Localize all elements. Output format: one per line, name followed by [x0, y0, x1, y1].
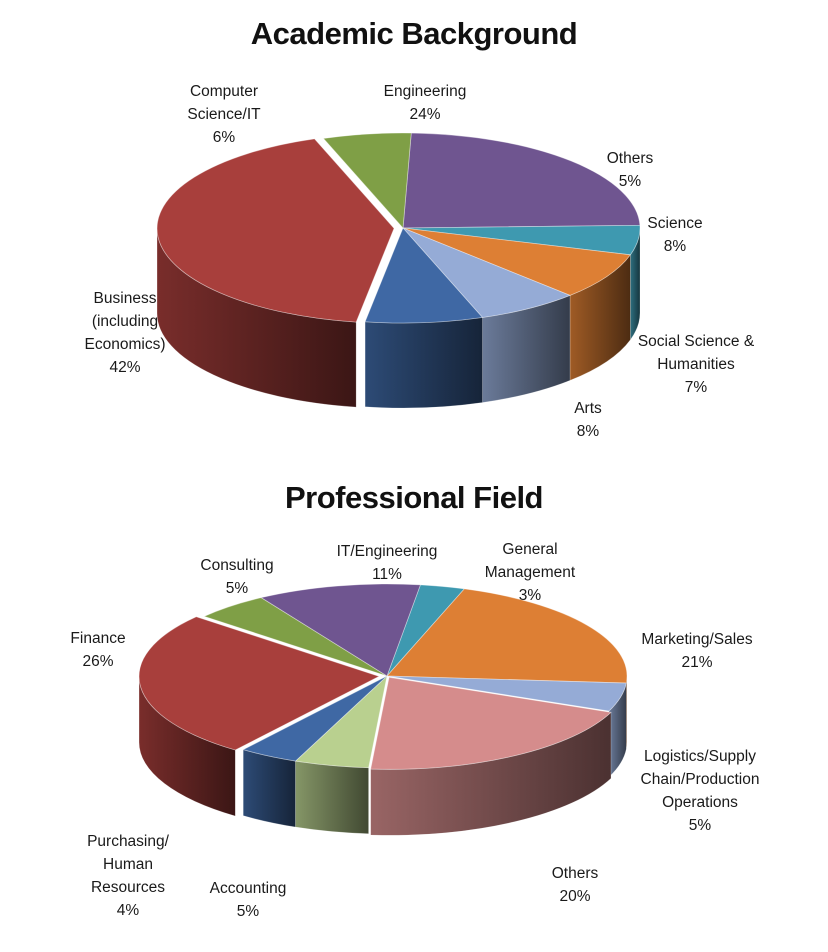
slice-label-text: Others — [551, 865, 599, 882]
slice-label-text: Logistics/Supply — [643, 748, 757, 765]
slice-label-text: Accounting — [209, 880, 287, 897]
slice-label-text: Economics) — [84, 336, 166, 353]
slice-label-text: Finance — [70, 630, 126, 647]
slice-label-text: Chain/Production — [640, 771, 760, 788]
slice-label-1-0: General Management 3% — [485, 538, 575, 607]
slice-label-text: Humanities — [657, 356, 735, 373]
slice-label-text: Arts — [574, 400, 602, 417]
pie-chart-professional-field — [138, 583, 628, 836]
slice-label-percent: 4% — [116, 902, 140, 919]
pie-slice-1-2 — [386, 675, 627, 712]
slice-label-percent: 5% — [618, 173, 642, 190]
pie-slice-0-1 — [402, 224, 641, 256]
slice-label-text: Science/IT — [187, 106, 261, 123]
slice-label-1-8: IT/Engineering 11% — [337, 540, 438, 586]
chart-title-professional: Professional Field — [284, 480, 544, 515]
slice-label-percent: 7% — [684, 379, 708, 396]
pie-slice-0-2 — [402, 227, 632, 296]
pie-slice-1-7 — [203, 597, 388, 677]
slice-label-percent: 5% — [236, 903, 260, 920]
slice-label-percent: 26% — [82, 653, 114, 670]
pie-slice-0-6 — [322, 132, 412, 229]
slice-label-1-5: Purchasing/Human Resources 4% — [87, 830, 169, 922]
pie-slice-1-3 — [370, 676, 612, 770]
slice-label-percent: 5% — [688, 817, 712, 834]
chart-title-academic: Academic Background — [250, 16, 578, 51]
slice-label-percent: 8% — [576, 423, 600, 440]
slice-label-text: Marketing/Sales — [641, 631, 753, 648]
slice-label-text: General — [502, 541, 558, 558]
pie-slice-1-6 — [138, 616, 381, 751]
slice-label-percent: 24% — [409, 106, 441, 123]
slice-label-text: Human — [103, 856, 153, 873]
slice-label-percent: 20% — [559, 888, 591, 905]
pie-slice-1-8 — [260, 583, 421, 677]
slice-label-percent: 3% — [518, 587, 542, 604]
pie-chart-academic-background — [156, 132, 641, 409]
slice-label-text: Purchasing/ — [87, 833, 169, 850]
slice-label-percent: 11% — [372, 566, 402, 583]
slice-label-text: (including — [91, 313, 159, 330]
slice-label-0-3: Social Science & Humanities 7% — [638, 330, 754, 399]
slice-label-0-2: Science 8% — [647, 212, 702, 258]
slice-label-text: Others — [606, 150, 654, 167]
slice-label-percent: 6% — [212, 129, 236, 146]
slice-label-0-6: Computer Science/IT 6% — [187, 80, 260, 149]
slice-label-1-7: Consulting 5% — [200, 554, 273, 600]
slice-label-1-4: Accounting 5% — [210, 877, 287, 923]
slice-label-percent: 42% — [109, 359, 141, 376]
pie-slice-side-1-4 — [295, 760, 369, 835]
slice-label-percent: 5% — [225, 580, 249, 597]
slice-label-text: IT/Engineering — [336, 543, 438, 560]
slice-label-text: Business — [93, 290, 157, 307]
slice-label-text: Engineering — [383, 83, 467, 100]
slice-label-0-0: Engineering 24% — [384, 80, 467, 126]
slice-label-text: Science — [647, 215, 703, 232]
slice-label-text: Computer — [189, 83, 259, 100]
slice-label-text: Resources — [90, 879, 166, 896]
slice-label-0-5: Business (including Economics) 42% — [85, 287, 166, 379]
slice-label-1-2: Logistics/Supply Chain/Production Operatio… — [641, 745, 760, 837]
pie-slice-0-4 — [364, 227, 484, 324]
slice-label-text: Management — [484, 564, 576, 581]
pie-slice-1-5 — [242, 675, 388, 762]
pie-slice-0-5 — [156, 138, 395, 323]
slice-label-percent: 8% — [663, 238, 687, 255]
pie-slice-side-1-5 — [242, 749, 296, 828]
slice-label-text: Social Science & — [637, 333, 755, 350]
slice-label-0-4: Arts 8% — [574, 397, 602, 443]
slice-label-text: Consulting — [200, 557, 274, 574]
slice-label-1-1: Marketing/Sales 21% — [641, 628, 752, 674]
pie-slice-side-0-4 — [364, 317, 483, 409]
slice-label-0-1: Others 5% — [607, 147, 654, 193]
slice-label-percent: 21% — [681, 654, 713, 671]
pie-slice-1-4 — [294, 674, 388, 769]
slice-label-1-3: Others 20% — [552, 862, 599, 908]
pie-slice-0-0 — [402, 132, 641, 229]
pie-slice-0-3 — [402, 227, 572, 318]
pie-slice-side-0-5 — [156, 228, 357, 408]
slice-label-text: Operations — [662, 794, 738, 811]
pie-slice-1-0 — [386, 584, 466, 677]
slice-label-1-6: Finance 26% — [70, 627, 125, 673]
pie-slice-1-1 — [386, 588, 628, 684]
